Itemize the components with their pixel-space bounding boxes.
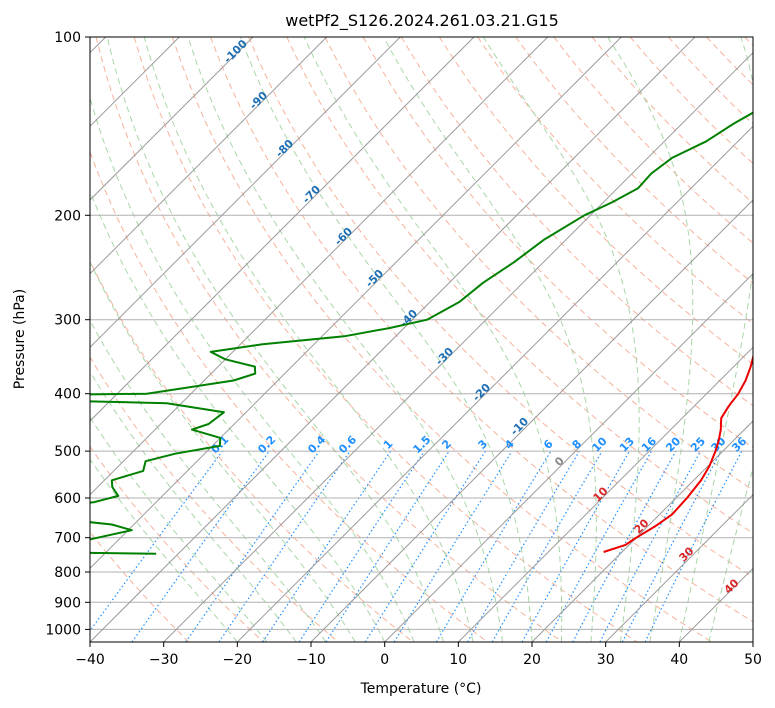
dewpoint-profile	[90, 111, 753, 555]
y-tick-label: 400	[54, 387, 81, 403]
x-tick-label: −40	[75, 652, 105, 668]
chart-title: wetPf2_S126.2024.261.03.21.G15	[285, 11, 559, 31]
dry-adiabat	[438, 37, 753, 366]
mixing-ratio-line	[325, 450, 450, 642]
y-axis: 100 200 300 400 500 600 700 800 900 1000	[45, 30, 90, 638]
moist-adiabat	[678, 37, 753, 642]
dry-adiabat	[210, 37, 753, 623]
isotherm	[90, 37, 328, 275]
profiles	[90, 111, 753, 555]
moist-adiabat	[607, 37, 694, 642]
moist-adiabat	[143, 37, 474, 642]
y-tick-label: 500	[54, 444, 81, 460]
isotherm	[90, 37, 696, 642]
mixing-ratio-line	[393, 450, 513, 642]
isotherm	[90, 37, 549, 496]
y-tick-label: 700	[54, 531, 81, 547]
mixing-ratio-line	[90, 450, 223, 632]
plot-frame	[89, 36, 754, 643]
y-tick-label: 300	[54, 313, 81, 329]
isotherm	[90, 37, 401, 349]
moist-adiabat	[383, 37, 597, 642]
dry-adiabat	[133, 37, 638, 642]
dry-adiabat	[90, 356, 339, 642]
y-tick-label: 800	[54, 565, 81, 581]
x-tick-label: −30	[149, 652, 179, 668]
moist-adiabat	[239, 37, 533, 642]
y-tick-label: 600	[54, 491, 81, 507]
x-tick-label: 20	[523, 652, 541, 668]
x-axis-title: Temperature (°C)	[360, 681, 482, 697]
x-tick-label: −10	[296, 652, 326, 668]
isotherm	[384, 272, 753, 642]
moist-adiabat	[708, 466, 753, 642]
moist-adiabat	[303, 37, 563, 642]
mixing-ratio-line	[644, 450, 743, 642]
x-tick-label: 0	[380, 652, 389, 668]
x-tick-label: 40	[670, 652, 688, 668]
mixing-ratio-line	[572, 450, 677, 642]
y-tick-label: 1000	[45, 622, 81, 638]
moist-adiabat	[90, 416, 268, 642]
moist-adiabat	[90, 458, 238, 642]
isotherm	[163, 51, 753, 642]
moist-adiabat	[187, 37, 503, 642]
mixing-ratio-line	[262, 450, 392, 642]
mixing-ratio-line	[298, 450, 425, 642]
moist-adiabat	[90, 260, 356, 642]
isotherm	[310, 199, 753, 642]
dry-adiabat	[248, 37, 753, 578]
moist-adiabat	[106, 37, 445, 642]
mixing-ratio-line	[521, 450, 631, 642]
moist-adiabat	[90, 189, 386, 642]
mixing-ratio-lines	[90, 450, 743, 642]
isotherm	[605, 493, 753, 642]
x-tick-label: −20	[223, 652, 253, 668]
mixing-ratio-line	[185, 450, 320, 642]
isotherm	[236, 125, 753, 642]
x-tick-label: 10	[449, 652, 467, 668]
y-axis-title: Pressure (hPa)	[12, 289, 28, 389]
mixing-ratio-line	[545, 450, 653, 642]
temperature-profile	[603, 353, 753, 553]
x-tick-label: 50	[744, 652, 762, 668]
dry-adiabat	[90, 445, 264, 642]
dry-adiabat	[171, 37, 712, 642]
y-tick-label: 200	[54, 208, 81, 224]
x-tick-label: 30	[597, 652, 615, 668]
dry-adiabat	[90, 150, 488, 642]
pressure-gridlines	[90, 37, 753, 630]
moist-adiabat	[90, 370, 297, 642]
mixing-ratio-line	[218, 450, 351, 642]
mixing-ratio-line	[131, 450, 270, 642]
moist-adiabat	[90, 319, 327, 642]
dry-adiabat	[95, 37, 563, 642]
y-tick-label: 100	[54, 30, 81, 46]
y-tick-label: 900	[54, 595, 81, 611]
isotherm	[90, 37, 475, 422]
x-axis: −40 −30 −20 −10 0 10 20 30 40 50	[75, 642, 762, 668]
isotherm	[90, 37, 254, 201]
isotherm	[457, 346, 753, 642]
moist-adiabat	[482, 37, 640, 642]
dry-adiabat	[477, 37, 753, 325]
